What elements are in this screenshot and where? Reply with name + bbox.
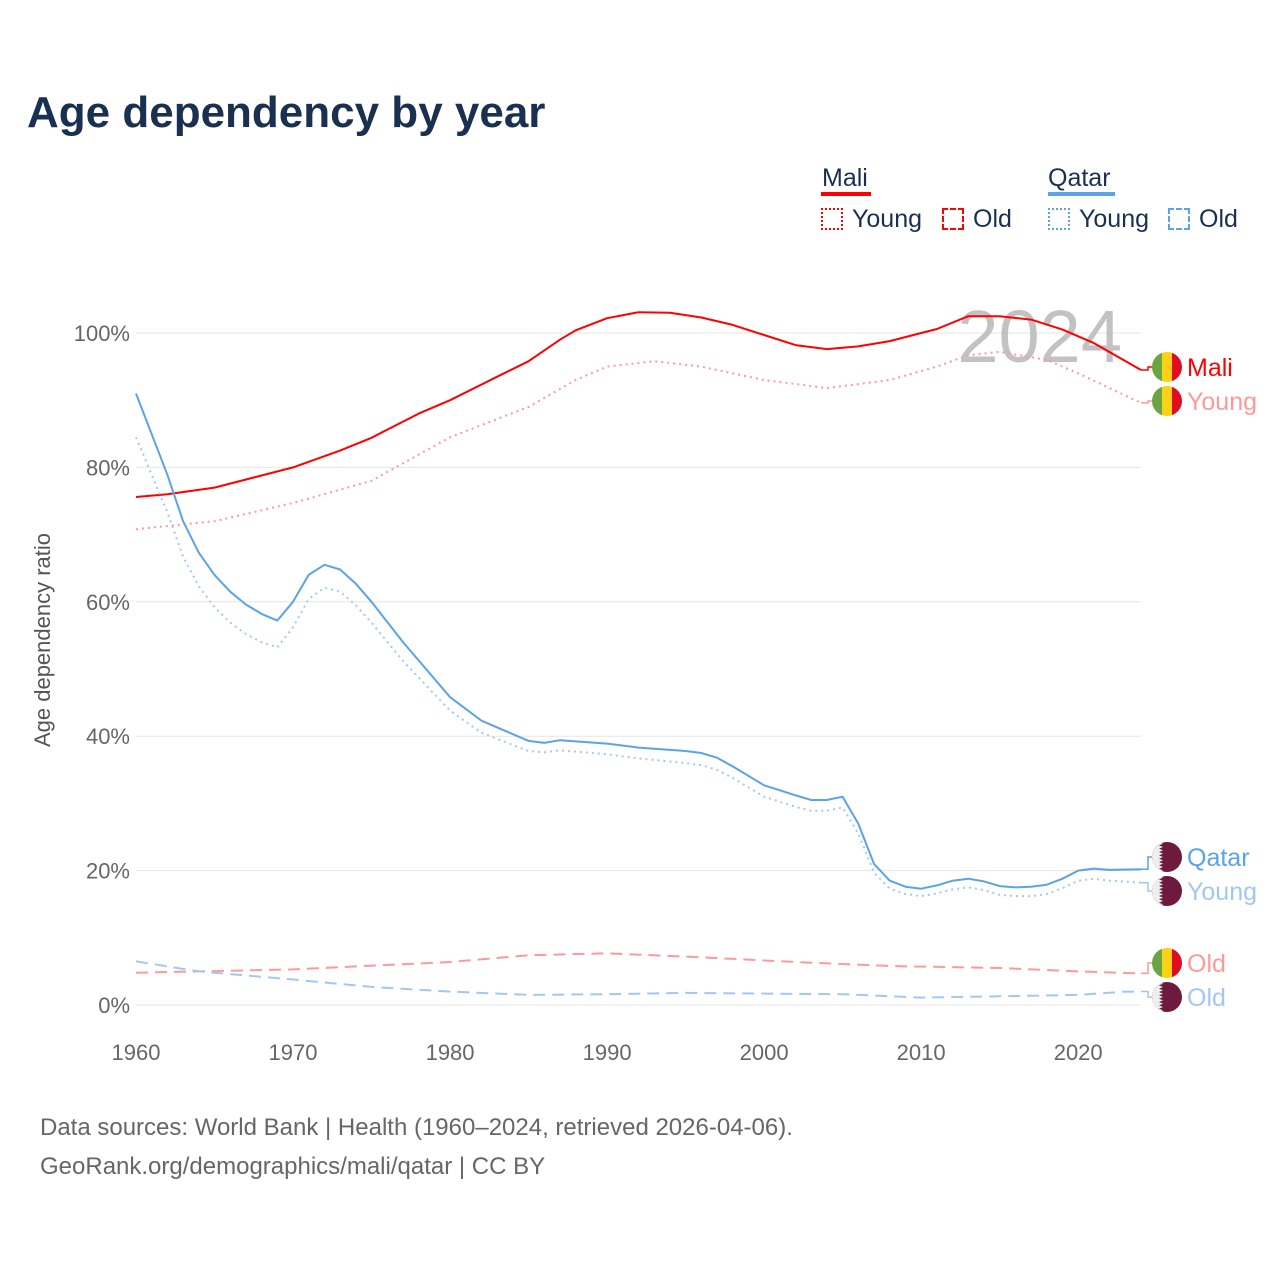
x-tick-label: 1990 (583, 1040, 632, 1065)
source-link[interactable]: GeoRank.org/demographics/mali/qatar | CC… (40, 1153, 546, 1180)
legend-qatar-young[interactable]: Young (1079, 205, 1149, 233)
data-source: Data sources: World Bank | Health (1960–… (40, 1114, 793, 1141)
series-line-qatar-young (135, 436, 1142, 898)
legend-qatar-old-swatch (1168, 208, 1190, 230)
year-label: 2024 (957, 295, 1122, 378)
series-line-mali-young (135, 350, 1142, 531)
footer: Data sources: World Bank | Health (1960–… (40, 1108, 793, 1186)
mali-flag-icon (1152, 386, 1182, 416)
series-end-label: Old (1187, 984, 1226, 1012)
series-line-mali (135, 311, 1142, 498)
legend-mali-swatch (821, 192, 871, 196)
series-line-qatar-old (135, 960, 1141, 999)
y-tick-label: 40% (86, 724, 130, 749)
series-end-label: Mali (1187, 354, 1233, 382)
x-tick-label: 2000 (740, 1040, 789, 1065)
mali-flag-icon (1152, 948, 1182, 978)
label-connector (1141, 366, 1155, 371)
series-line-mali-old (135, 952, 1142, 975)
series-end-label: Old (1187, 950, 1226, 978)
mali-flag-icon (1152, 352, 1182, 382)
x-tick-label: 1980 (426, 1040, 475, 1065)
x-tick-label: 2010 (897, 1040, 946, 1065)
page-title: Age dependency by year (27, 88, 546, 137)
label-connector (1141, 990, 1155, 998)
qatar-flag-icon (1152, 876, 1182, 906)
legend-mali[interactable]: Mali (822, 164, 868, 192)
y-tick-label: 100% (74, 321, 130, 346)
y-tick-label: 0% (98, 993, 130, 1018)
qatar-flag-icon (1152, 842, 1182, 872)
legend-mali-young-swatch (821, 208, 843, 230)
label-connector (1141, 400, 1155, 404)
qatar-flag-icon (1152, 982, 1182, 1012)
series-end-label: Young (1187, 878, 1257, 906)
legend-mali-old[interactable]: Old (973, 205, 1012, 233)
label-connector (1141, 856, 1155, 871)
y-tick-label: 80% (86, 455, 130, 480)
legend-qatar-swatch (1048, 192, 1115, 196)
legend-mali-old-swatch (942, 208, 964, 230)
y-tick-label: 60% (86, 590, 130, 615)
x-tick-label: 1960 (112, 1040, 161, 1065)
series-end-label: Young (1187, 388, 1257, 416)
series-line-qatar (135, 393, 1142, 890)
y-axis-label: Age dependency ratio (30, 533, 55, 747)
label-connector (1141, 962, 1155, 975)
x-tick-label: 2020 (1054, 1040, 1103, 1065)
legend-qatar-old[interactable]: Old (1199, 205, 1238, 233)
legend-qatar-young-swatch (1048, 208, 1070, 230)
label-connector (1141, 881, 1155, 892)
legend-qatar[interactable]: Qatar (1048, 164, 1111, 192)
series-end-label: Qatar (1187, 844, 1250, 872)
legend-mali-young[interactable]: Young (852, 205, 922, 233)
x-tick-label: 1970 (269, 1040, 318, 1065)
y-tick-label: 20% (86, 859, 130, 884)
